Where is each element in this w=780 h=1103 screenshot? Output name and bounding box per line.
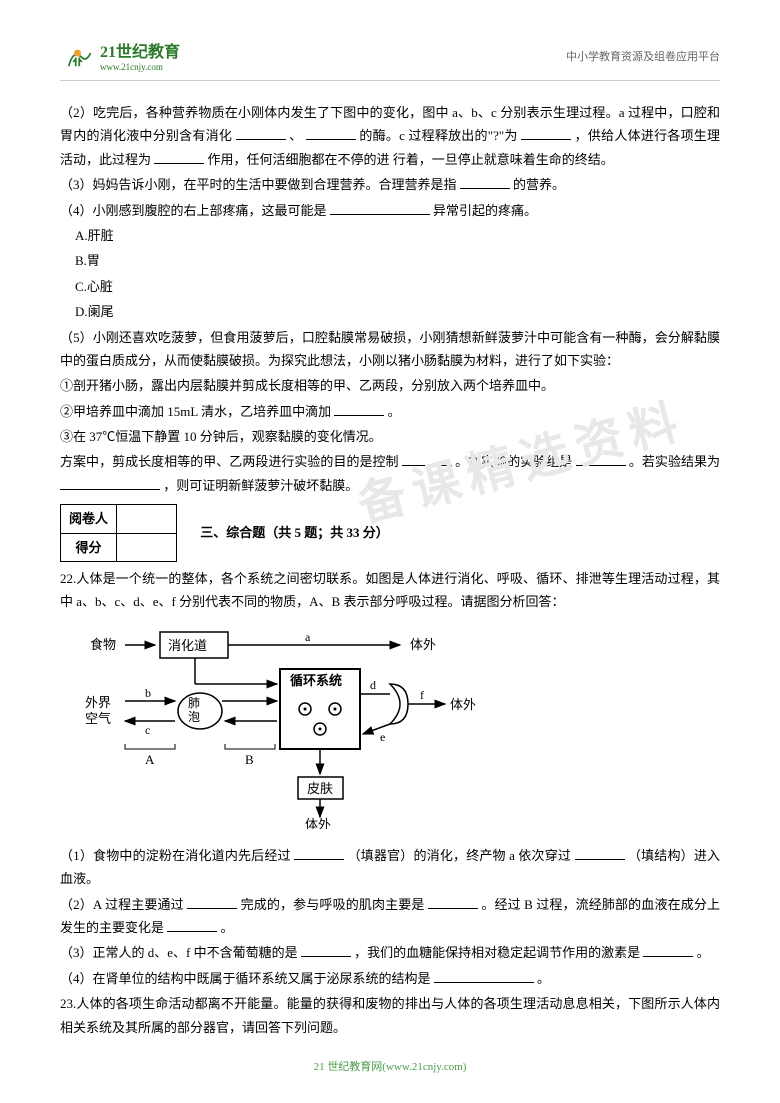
label-air1: 外界 — [85, 695, 111, 710]
q2-text2: 、 — [289, 128, 302, 143]
q23-intro: 23.人体的各项生命活动都离不开能量。能量的获得和废物的排出与人体的各项生理活动… — [60, 992, 720, 1039]
q4-text1: （4）小刚感到腹腔的右上部疼痛，这最可能是 — [60, 203, 327, 218]
blank — [434, 967, 534, 983]
score-label1: 阅卷人 — [61, 505, 117, 533]
blank — [643, 941, 693, 957]
label-b: b — [145, 686, 151, 700]
logo: 21世纪教育 www.21cnjy.com — [60, 40, 180, 75]
blank — [167, 916, 217, 932]
score-label2: 得分 — [61, 533, 117, 561]
content: 备课精选资料 （2）吃完后，各种营养物质在小刚体内发生了下图中的变化，图中 a、… — [60, 101, 720, 1039]
header-right: 中小学教育资源及组卷应用平台 — [566, 48, 720, 68]
blank — [402, 450, 452, 466]
q22-sub4a: （4）在肾单位的结构中既属于循环系统又属于泌尿系统的结构是 — [60, 971, 431, 986]
score-cell — [117, 505, 177, 533]
label-B: B — [245, 752, 254, 767]
blank — [60, 474, 160, 490]
q22-sub3b: ，我们的血糖能保持相对稳定起调节作用的激素是 — [354, 945, 640, 960]
q22-sub4b: 。 — [537, 971, 550, 986]
q22-sub2a: （2）A 过程主要通过 — [60, 897, 184, 912]
label-a: a — [305, 630, 311, 644]
blank — [334, 400, 384, 416]
label-lung2: 泡 — [188, 710, 200, 724]
q22-sub1a: （1）食物中的淀粉在消化道内先后经过 — [60, 848, 291, 863]
q4-opt-a: A.肝脏 — [75, 224, 720, 247]
q4: （4）小刚感到腹腔的右上部疼痛，这最可能是 异常引起的疼痛。 — [60, 199, 720, 222]
q22-sub2d: 。 — [221, 920, 234, 935]
label-circ: 循环系统 — [290, 673, 342, 688]
footer: 21 世纪教育网(www.21cnjy.com) — [0, 1058, 780, 1078]
label-outside1: 体外 — [410, 637, 436, 652]
q4-opt-d: D.阑尾 — [75, 300, 720, 323]
blank — [236, 124, 286, 140]
blank — [301, 941, 351, 957]
q5-text2: 方案中，剪成长度相等的甲、乙两段进行实验的目的是控制 — [60, 454, 399, 469]
q5-text5: ，则可证明新鲜菠萝汁破坏黏膜。 — [163, 478, 358, 493]
blank — [154, 148, 204, 164]
q22-sub2b: 完成的，参与呼吸的肌肉主要是 — [241, 897, 425, 912]
blank — [187, 893, 237, 909]
q4-opt-c: C.心脏 — [75, 275, 720, 298]
q22-sub4: （4）在肾单位的结构中既属于循环系统又属于泌尿系统的结构是 。 — [60, 967, 720, 990]
label-digest: 消化道 — [168, 638, 207, 653]
score-table: 阅卷人 得分 — [60, 504, 177, 562]
blank — [576, 450, 626, 466]
label-outside2: 体外 — [450, 697, 476, 712]
q5-intro: （5）小刚还喜欢吃菠萝，但食用菠萝后，口腔黏膜常易破损，小刚猜想新鲜菠萝汁中可能… — [60, 326, 720, 373]
blank — [575, 844, 625, 860]
blank — [521, 124, 571, 140]
logo-text: 21世纪教育 www.21cnjy.com — [100, 43, 180, 73]
q2-text3: 的酶。c 过程释放出的"?"为 — [359, 128, 517, 143]
q5-step2: ②甲培养皿中滴加 15mL 清水，乙培养皿中滴加 。 — [60, 400, 720, 423]
q4-opt-b: B.胃 — [75, 249, 720, 272]
blank — [294, 844, 344, 860]
q22-sub3: （3）正常人的 d、e、f 中不含葡萄糖的是 ，我们的血糖能保持相对稳定起调节作… — [60, 941, 720, 964]
q5-text3: 。本实验的实验组是 — [455, 454, 572, 469]
blank — [428, 893, 478, 909]
q22-sub2: （2）A 过程主要通过 完成的，参与呼吸的肌肉主要是 。经过 B 过程，流经肺部… — [60, 893, 720, 940]
q5-text4: 。若实验结果为 — [629, 454, 720, 469]
q22-sub3c: 。 — [697, 945, 710, 960]
label-skin: 皮肤 — [307, 781, 333, 796]
logo-main: 21世纪教育 — [100, 43, 180, 62]
page-header: 21世纪教育 www.21cnjy.com 中小学教育资源及组卷应用平台 — [60, 40, 720, 81]
label-d: d — [370, 678, 376, 692]
blank — [460, 173, 510, 189]
label-air2: 空气 — [85, 711, 111, 726]
label-lung1: 肺 — [188, 696, 200, 710]
q5-analysis: 方案中，剪成长度相等的甲、乙两段进行实验的目的是控制 。本实验的实验组是 。若实… — [60, 450, 720, 497]
q5-step3: ③在 37℃恒温下静置 10 分钟后，观察黏膜的变化情况。 — [60, 425, 720, 448]
q3-text1: （3）妈妈告诉小刚，在平时的生活中要做到合理营养。合理营养是指 — [60, 177, 457, 192]
q22-diagram: 食物 消化道 a 体外 循环系统 外界 空气 b — [80, 629, 720, 829]
q2: （2）吃完后，各种营养物质在小刚体内发生了下图中的变化，图中 a、b、c 分别表… — [60, 101, 720, 171]
blank — [306, 124, 356, 140]
q3-text2: 的营养。 — [513, 177, 565, 192]
q5-step2b: 。 — [388, 404, 401, 419]
q22-intro: 22.人体是一个统一的整体，各个系统之间密切联系。如图是人体进行消化、呼吸、循环… — [60, 567, 720, 614]
label-f: f — [420, 688, 424, 702]
blank — [330, 199, 430, 215]
section3-title: 三、综合题（共 5 题；共 33 分） — [200, 521, 389, 544]
label-A: A — [145, 752, 155, 767]
label-c: c — [145, 723, 150, 737]
logo-sub: www.21cnjy.com — [100, 62, 180, 73]
label-outside3: 体外 — [305, 817, 331, 829]
label-food: 食物 — [90, 637, 116, 652]
q4-text2: 异常引起的疼痛。 — [433, 203, 537, 218]
logo-icon — [60, 40, 95, 75]
q5-step2a: ②甲培养皿中滴加 15mL 清水，乙培养皿中滴加 — [60, 404, 331, 419]
q22-sub1b: （填器官）的消化，终产物 a 依次穿过 — [348, 848, 571, 863]
q22-sub1: （1）食物中的淀粉在消化道内先后经过 （填器官）的消化，终产物 a 依次穿过 （… — [60, 844, 720, 891]
q3: （3）妈妈告诉小刚，在平时的生活中要做到合理营养。合理营养是指 的营养。 — [60, 173, 720, 196]
q5-step1: ①剖开猪小肠，露出内层黏膜并剪成长度相等的甲、乙两段，分别放入两个培养皿中。 — [60, 374, 720, 397]
section3-header: 阅卷人 得分 三、综合题（共 5 题；共 33 分） — [60, 499, 720, 567]
q2-text5: 作用，任何活细胞都在不停的进 行着，一旦停止就意味着生命的终结。 — [208, 152, 614, 167]
score-cell — [117, 533, 177, 561]
q22-sub3a: （3）正常人的 d、e、f 中不含葡萄糖的是 — [60, 945, 298, 960]
label-e: e — [380, 730, 385, 744]
